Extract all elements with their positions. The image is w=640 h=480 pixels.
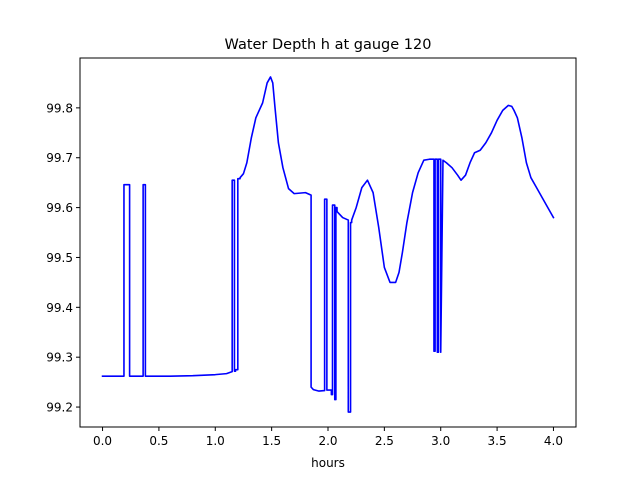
chart-title: Water Depth h at gauge 120 [225, 37, 432, 53]
x-tick-label: 4.0 [544, 434, 563, 448]
x-axis-title: hours [311, 456, 345, 470]
x-tick-label: 1.0 [206, 434, 225, 448]
x-tick-label: 1.5 [262, 434, 281, 448]
x-tick-label: 0.0 [93, 434, 112, 448]
y-tick-label: 99.2 [46, 401, 73, 415]
x-tick-label: 2.0 [318, 434, 337, 448]
y-tick-label: 99.5 [46, 251, 73, 265]
series-line-0 [101, 76, 555, 413]
x-tick-label: 0.5 [149, 434, 168, 448]
y-tick-label: 99.7 [46, 151, 73, 165]
plot-area: 0.0 0.5 1.0 1.5 2.0 2.5 3.0 3.5 4.0 99.2 99.3 99.4 9… [46, 57, 577, 448]
x-tick-label: 3.0 [431, 434, 450, 448]
y-tick-label: 99.8 [46, 101, 73, 115]
y-tick-label: 99.3 [46, 351, 73, 365]
x-tick-label: 2.5 [375, 434, 394, 448]
y-tick-label: 99.4 [46, 301, 73, 315]
y-tick-label: 99.6 [46, 201, 73, 215]
x-tick-label: 3.5 [488, 434, 507, 448]
